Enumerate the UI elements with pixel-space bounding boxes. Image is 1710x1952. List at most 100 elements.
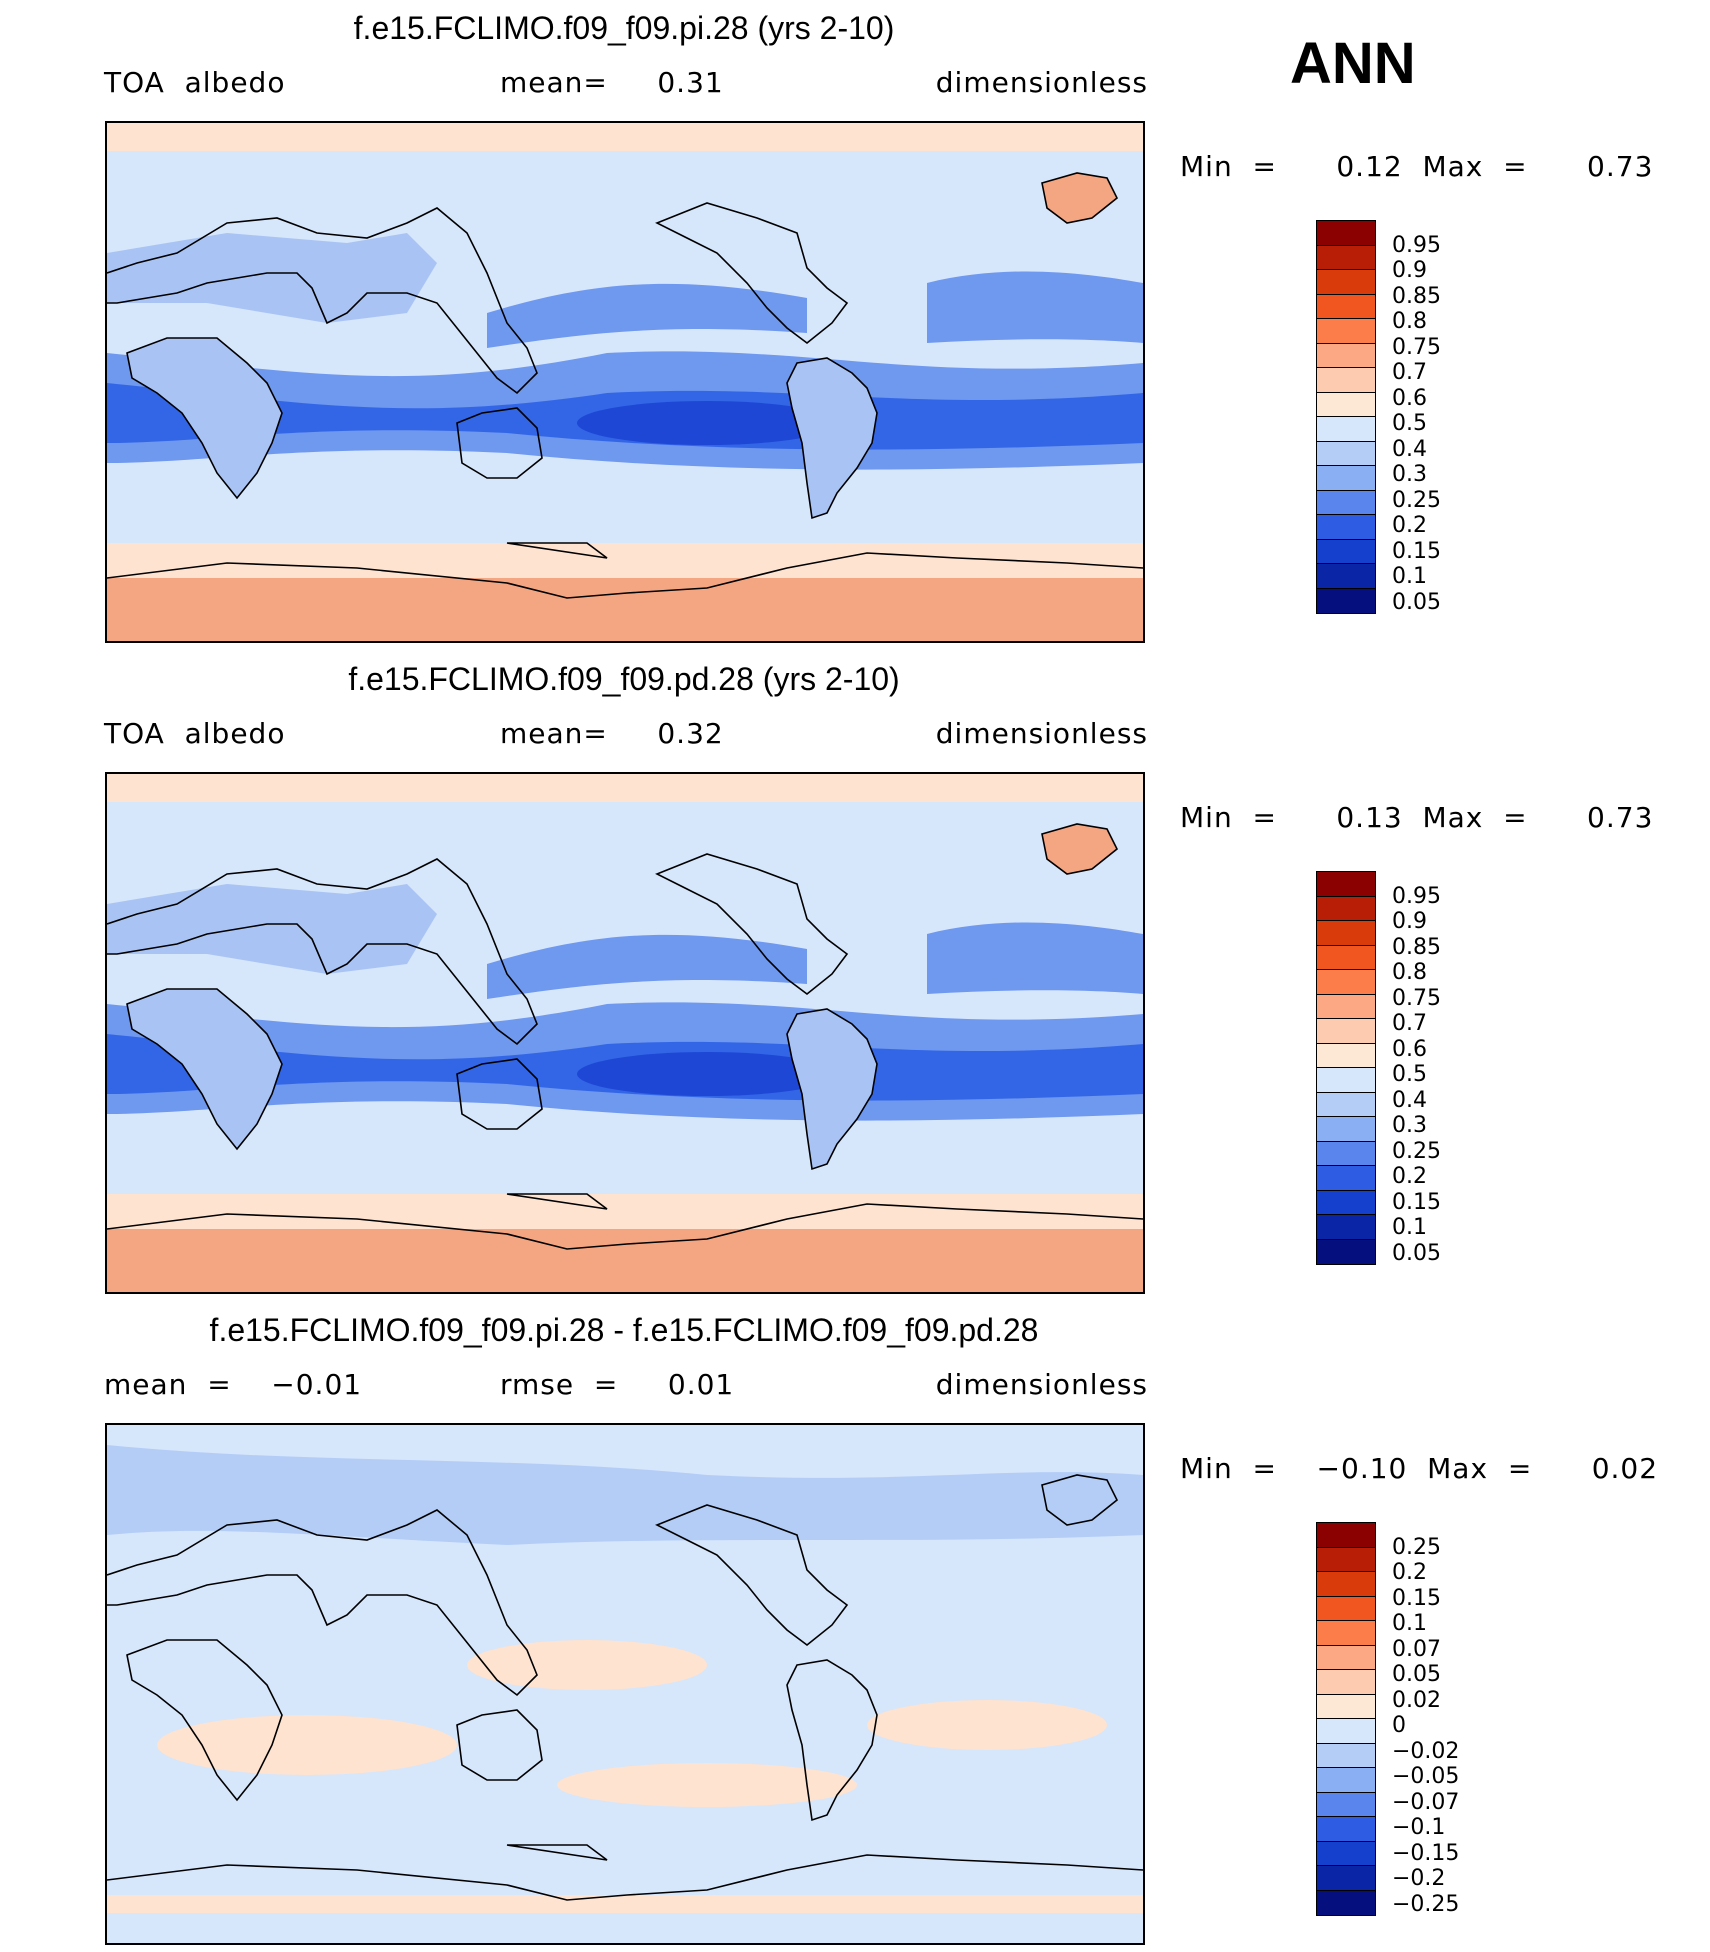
coastline xyxy=(456,407,543,479)
colorbar-swatch xyxy=(1317,1572,1375,1597)
colorbar-tick-label: 0.25 xyxy=(1392,487,1441,513)
colorbar-swatch xyxy=(1317,245,1375,270)
field-band xyxy=(107,123,1143,151)
colorbar-tick-label: 0.85 xyxy=(1392,283,1441,309)
panel-title: f.e15.FCLIMO.f09_f09.pd.28 (yrs 2-10) xyxy=(348,661,900,697)
colorbar-swatch xyxy=(1317,441,1375,466)
colorbar-swatch xyxy=(1317,994,1375,1019)
map-plot xyxy=(105,772,1145,1294)
colorbar-tick-label: 0.95 xyxy=(1392,883,1441,909)
coastline xyxy=(655,1504,849,1647)
colorbar-tick-label: 0.9 xyxy=(1392,909,1427,934)
colorbar-swatch xyxy=(1317,1117,1375,1142)
map-plot xyxy=(105,121,1145,643)
rmse-label: rmse = 0.01 xyxy=(500,1368,735,1401)
colorbar-tick-label: 0.6 xyxy=(1392,385,1427,411)
field-band xyxy=(107,578,1143,641)
colorbar-swatch xyxy=(1317,970,1375,995)
coastline xyxy=(655,853,849,996)
units-label: dimensionless xyxy=(935,717,1148,750)
mean-label: mean= 0.31 xyxy=(500,66,724,99)
field-region xyxy=(107,233,437,323)
colorbar-tick-label: 0.05 xyxy=(1392,1240,1441,1266)
colorbar-tick-label: 0.8 xyxy=(1392,309,1427,334)
colorbar-tick-label: −0.05 xyxy=(1392,1764,1460,1789)
field-region xyxy=(487,934,807,999)
colorbar-swatch xyxy=(1317,1166,1375,1191)
panel-pi: f.e15.FCLIMO.f09_f09.pi.28 (yrs 2-10) TO… xyxy=(0,0,1710,650)
colorbar-boxes xyxy=(1316,220,1376,614)
colorbar-tick-label: −0.1 xyxy=(1392,1815,1446,1840)
colorbar-swatch xyxy=(1317,368,1375,393)
panel-title: f.e15.FCLIMO.f09_f09.pi.28 - f.e15.FCLIM… xyxy=(209,1312,1039,1348)
colorbar-swatch xyxy=(1317,1768,1375,1793)
field-region xyxy=(467,1640,707,1690)
colorbar-swatch xyxy=(1317,1743,1375,1768)
panel-title: f.e15.FCLIMO.f09_f09.pi.28 (yrs 2-10) xyxy=(353,10,895,46)
coastline xyxy=(107,1203,1143,1250)
colorbar-swatch xyxy=(1317,1792,1375,1817)
min-max-label: Min = −0.10 Max = 0.02 xyxy=(1180,1452,1659,1485)
colorbar-tick-label: 0.25 xyxy=(1392,1138,1441,1164)
colorbar-swatch xyxy=(1317,1547,1375,1572)
colorbar-swatch xyxy=(1317,1190,1375,1215)
coastline xyxy=(107,207,538,395)
field-region xyxy=(107,884,437,974)
colorbar-tick-label: −0.2 xyxy=(1392,1866,1446,1891)
field-region xyxy=(787,358,877,518)
coastlines xyxy=(107,172,1143,599)
colorbar-tick-label: 0.02 xyxy=(1392,1687,1441,1713)
colorbar-swatch xyxy=(1317,921,1375,946)
coastline xyxy=(1041,1474,1119,1526)
field-region xyxy=(577,401,837,445)
field-region xyxy=(1042,173,1117,223)
field-band xyxy=(107,1895,1143,1913)
colorbar-tick-label: 0.85 xyxy=(1392,934,1441,960)
colorbar-swatch xyxy=(1317,564,1375,589)
colorbar-tick-label: 0.07 xyxy=(1392,1636,1441,1662)
colorbar-swatch xyxy=(1317,1817,1375,1842)
colorbar-swatch xyxy=(1317,294,1375,319)
colorbar-swatch xyxy=(1317,896,1375,921)
colorbar-swatch xyxy=(1317,872,1375,897)
mean-label: mean= 0.32 xyxy=(500,717,724,750)
colorbar-swatch xyxy=(1317,319,1375,344)
colorbar-boxes xyxy=(1316,1522,1376,1916)
colorbar-tick-label: −0.02 xyxy=(1392,1738,1460,1764)
mean-label: mean = −0.01 xyxy=(104,1368,363,1401)
coastlines xyxy=(107,823,1143,1250)
colorbar-swatch xyxy=(1317,1092,1375,1117)
colorbar-swatch xyxy=(1317,1621,1375,1646)
colorbar-swatch xyxy=(1317,588,1375,613)
field-region xyxy=(927,922,1143,994)
field-region xyxy=(127,989,282,1149)
field-region xyxy=(787,1009,877,1169)
units-label: dimensionless xyxy=(935,66,1148,99)
colorbar-swatch xyxy=(1317,1019,1375,1044)
colorbar-tick-label: −0.25 xyxy=(1392,1891,1460,1917)
colorbar-tick-label: 0.5 xyxy=(1392,1062,1427,1087)
colorbar-tick-label: 0.2 xyxy=(1392,513,1427,538)
colorbar-tick-label: 0.2 xyxy=(1392,1560,1427,1585)
colorbar-tick-label: 0.15 xyxy=(1392,1189,1441,1215)
variable-label: TOA albedo xyxy=(104,66,286,99)
field-region xyxy=(577,1052,837,1096)
colorbar-swatch xyxy=(1317,1596,1375,1621)
colorbar-tick-label: 0.2 xyxy=(1392,1164,1427,1189)
field-layer xyxy=(107,774,1143,1292)
coastline xyxy=(456,1709,543,1781)
coastline xyxy=(506,1193,608,1210)
colorbar-tick-label: −0.07 xyxy=(1392,1789,1460,1815)
colorbar-tick-label: 0.75 xyxy=(1392,985,1441,1011)
field-band xyxy=(107,774,1143,802)
field-band xyxy=(107,1229,1143,1292)
map-plot xyxy=(105,1423,1145,1945)
min-max-label: Min = 0.12 Max = 0.73 xyxy=(1180,150,1654,183)
variable-label: TOA albedo xyxy=(104,717,286,750)
colorbar-swatch xyxy=(1317,945,1375,970)
colorbar-tick-label: 0.3 xyxy=(1392,1113,1427,1138)
coastline xyxy=(107,858,538,1046)
colorbar-swatch xyxy=(1317,539,1375,564)
colorbar-tick-label: −0.15 xyxy=(1392,1840,1460,1866)
coastline xyxy=(655,202,849,345)
